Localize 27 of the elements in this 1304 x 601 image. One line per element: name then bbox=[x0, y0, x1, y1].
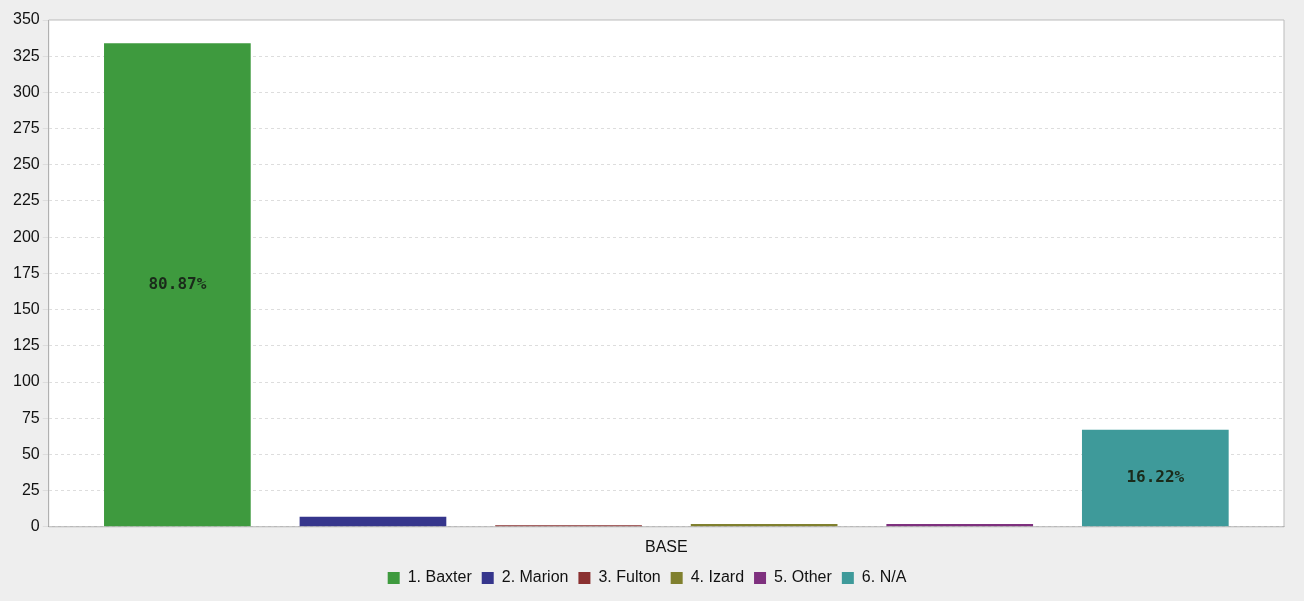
legend-label: 3. Fulton bbox=[598, 568, 661, 586]
y-tick-label: 50 bbox=[21, 444, 40, 462]
legend-label: 6. N/A bbox=[861, 568, 907, 586]
x-tick-label: BASE bbox=[645, 537, 688, 555]
y-tick-label: 175 bbox=[12, 263, 40, 281]
legend-label: 5. Other bbox=[774, 568, 833, 586]
y-tick-label: 150 bbox=[12, 300, 40, 318]
y-tick-label: 100 bbox=[12, 372, 40, 390]
bar bbox=[299, 516, 447, 527]
y-tick-label: 325 bbox=[12, 46, 40, 64]
legend-label: 1. Baxter bbox=[407, 568, 473, 586]
bar bbox=[1081, 429, 1229, 527]
y-tick-label: 300 bbox=[12, 82, 40, 100]
y-tick-label: 225 bbox=[12, 191, 40, 209]
annotation: 16.22% bbox=[1126, 467, 1185, 487]
y-tick-label: 0 bbox=[30, 517, 40, 535]
y-tick-label: 125 bbox=[12, 336, 40, 354]
y-tick-label: 25 bbox=[21, 481, 40, 499]
y-tick-label: 250 bbox=[12, 155, 40, 173]
legend-label: 2. Marion bbox=[501, 568, 569, 586]
legend-label: 4. Izard bbox=[690, 568, 745, 586]
y-tick-label: 200 bbox=[12, 227, 40, 245]
y-tick-label: 275 bbox=[12, 119, 40, 137]
y-tick-label: 350 bbox=[12, 10, 40, 28]
y-tick-label: 75 bbox=[21, 408, 40, 426]
annotation: 80.87% bbox=[148, 273, 207, 293]
bar bbox=[104, 43, 251, 527]
